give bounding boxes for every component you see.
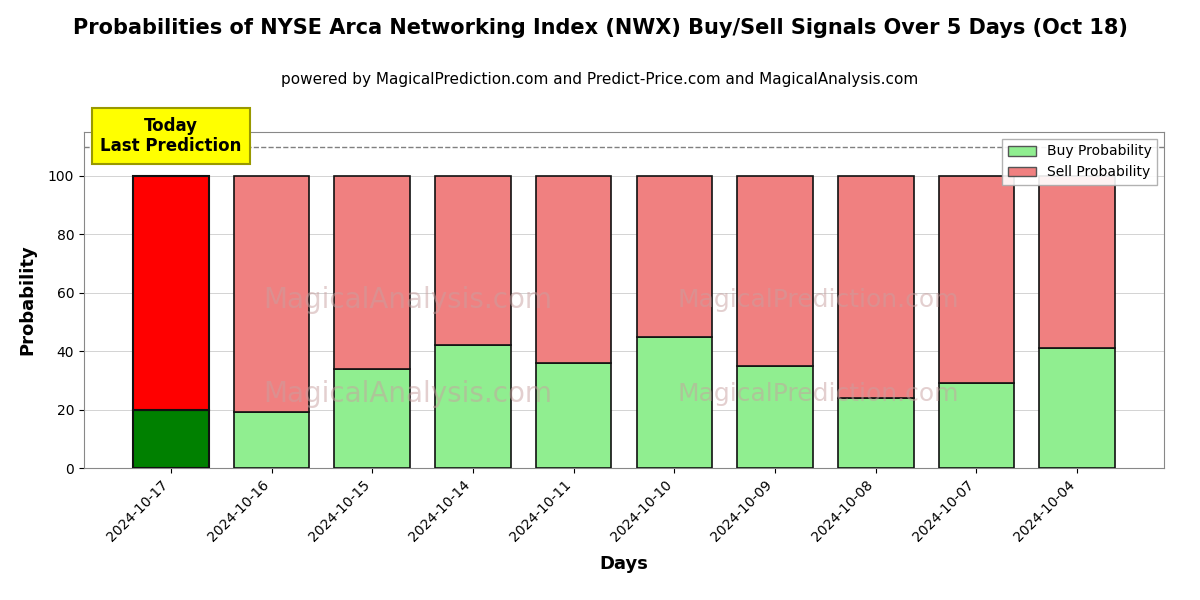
Bar bbox=[838, 398, 913, 468]
Bar bbox=[737, 176, 812, 366]
Text: Probabilities of NYSE Arca Networking Index (NWX) Buy/Sell Signals Over 5 Days (: Probabilities of NYSE Arca Networking In… bbox=[72, 18, 1128, 38]
Bar bbox=[938, 383, 1014, 468]
Bar bbox=[436, 345, 511, 468]
Bar bbox=[1039, 176, 1115, 348]
Bar bbox=[737, 366, 812, 468]
Y-axis label: Probability: Probability bbox=[19, 245, 37, 355]
Bar bbox=[335, 176, 410, 368]
Bar bbox=[536, 363, 612, 468]
Bar bbox=[536, 176, 612, 363]
Bar bbox=[234, 412, 310, 468]
Bar bbox=[436, 176, 511, 345]
Bar bbox=[335, 368, 410, 468]
Text: powered by MagicalPrediction.com and Predict-Price.com and MagicalAnalysis.com: powered by MagicalPrediction.com and Pre… bbox=[281, 72, 919, 87]
Text: MagicalAnalysis.com: MagicalAnalysis.com bbox=[264, 380, 552, 408]
Text: Today
Last Prediction: Today Last Prediction bbox=[100, 116, 241, 155]
Bar bbox=[133, 176, 209, 410]
Bar bbox=[636, 337, 712, 468]
Text: MagicalPrediction.com: MagicalPrediction.com bbox=[678, 288, 959, 312]
Bar bbox=[938, 176, 1014, 383]
Bar bbox=[838, 176, 913, 398]
Bar bbox=[1039, 348, 1115, 468]
X-axis label: Days: Days bbox=[600, 556, 648, 574]
Text: MagicalPrediction.com: MagicalPrediction.com bbox=[678, 382, 959, 406]
Text: MagicalAnalysis.com: MagicalAnalysis.com bbox=[264, 286, 552, 314]
Bar bbox=[234, 176, 310, 412]
Legend: Buy Probability, Sell Probability: Buy Probability, Sell Probability bbox=[1002, 139, 1157, 185]
Bar bbox=[636, 176, 712, 337]
Bar bbox=[133, 410, 209, 468]
